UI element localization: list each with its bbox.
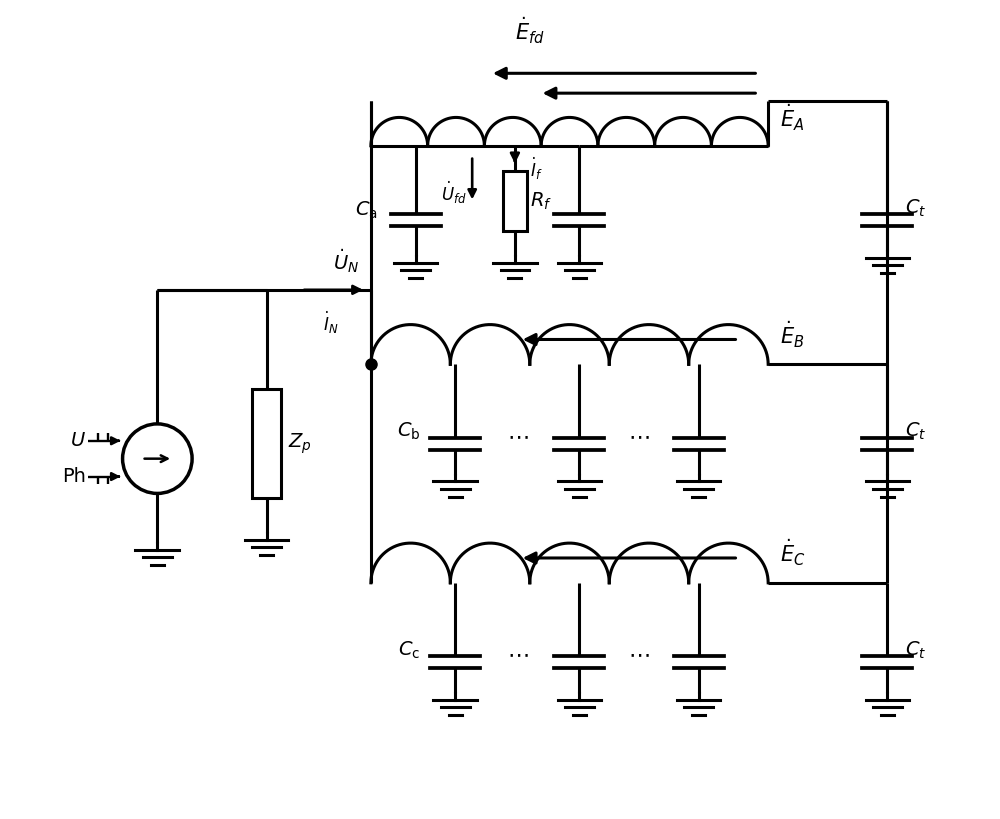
Text: $U$: $U$ [70, 432, 86, 450]
Text: $\dot{U}_{N}$: $\dot{U}_{N}$ [333, 247, 359, 275]
Text: $\cdots$: $\cdots$ [507, 426, 528, 446]
Text: $Z_{p}$: $Z_{p}$ [288, 432, 312, 456]
Text: $R_{f}$: $R_{f}$ [530, 190, 552, 211]
Text: $\dot{E}_{fd}$: $\dot{E}_{fd}$ [515, 16, 545, 47]
Text: $\dot{I}_{N}$: $\dot{I}_{N}$ [323, 310, 339, 336]
Text: Ph: Ph [62, 467, 86, 486]
Text: $\dot{I}_{f}$: $\dot{I}_{f}$ [530, 156, 542, 182]
Text: $\dot{E}_{B}$: $\dot{E}_{B}$ [780, 319, 805, 350]
Text: $C_{t}$: $C_{t}$ [905, 421, 927, 442]
Text: $C_{\mathrm{a}}$: $C_{\mathrm{a}}$ [355, 200, 378, 221]
Text: $\cdots$: $\cdots$ [507, 645, 528, 664]
Text: $\dot{E}_{A}$: $\dot{E}_{A}$ [780, 103, 804, 133]
Bar [252, 389, 281, 499]
Text: $\dot{U}_{fd}$: $\dot{U}_{fd}$ [441, 180, 467, 206]
Text: $\cdots$: $\cdots$ [628, 645, 650, 664]
Bar [503, 171, 527, 231]
Text: $C_{\mathrm{c}}$: $C_{\mathrm{c}}$ [398, 640, 421, 661]
Text: $\dot{E}_{C}$: $\dot{E}_{C}$ [780, 538, 806, 568]
Text: $\cdots$: $\cdots$ [628, 426, 650, 446]
Text: $C_{t}$: $C_{t}$ [905, 197, 927, 219]
Text: $C_{\mathrm{b}}$: $C_{\mathrm{b}}$ [397, 421, 421, 442]
Text: $C_{t}$: $C_{t}$ [905, 640, 927, 661]
